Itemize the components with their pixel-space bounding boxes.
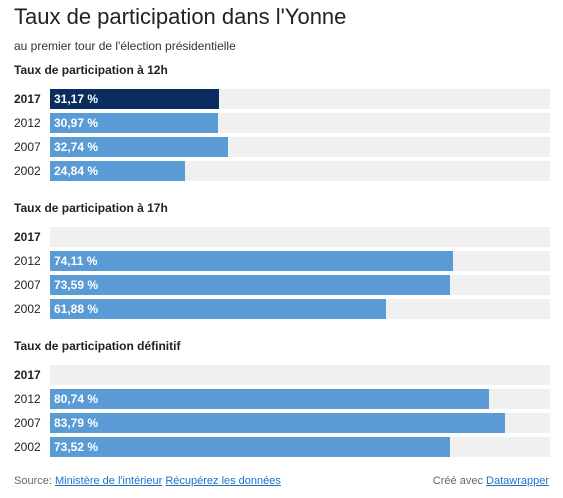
group-title: Taux de participation définitif — [14, 339, 181, 353]
bar-value-label: 73,59 % — [54, 278, 99, 292]
bar-value-label: 24,84 % — [54, 164, 99, 178]
download-data-link[interactable]: Récupérez les données — [165, 475, 281, 487]
bar-2007: 32,74 % — [50, 137, 228, 157]
bar-2002: 73,52 % — [50, 437, 450, 457]
bar-track — [50, 227, 550, 247]
bar-track: 73,59 % — [50, 275, 550, 295]
bar-value-label: 73,52 % — [54, 440, 99, 454]
bar-2007: 83,79 % — [50, 413, 505, 433]
datawrapper-link[interactable]: Datawrapper — [486, 475, 549, 487]
bar-2012: 74,11 % — [50, 251, 453, 271]
source-link[interactable]: Ministère de l'intérieur — [54, 475, 163, 487]
bar-value-label: 83,79 % — [54, 416, 99, 430]
row-label-2007: 2007 — [14, 278, 41, 292]
bar-track: 32,74 % — [50, 137, 550, 157]
source-prefix: Source: — [14, 475, 52, 487]
row-label-2012: 2012 — [14, 392, 41, 406]
row-label-2012: 2012 — [14, 254, 41, 268]
bar-2012: 80,74 % — [50, 389, 489, 409]
footer-source: Source: Ministère de l'intérieur Récupér… — [14, 475, 281, 487]
row-label-2002: 2002 — [14, 440, 41, 454]
chart-subtitle: au premier tour de l'élection présidenti… — [14, 39, 236, 53]
row-label-2017: 2017 — [14, 368, 41, 382]
bar-track: 24,84 % — [50, 161, 550, 181]
row-label-2017: 2017 — [14, 92, 41, 106]
bar-track: 31,17 % — [50, 89, 550, 109]
bar-value-label: 32,74 % — [54, 140, 99, 154]
bar-track — [50, 365, 550, 385]
row-label-2002: 2002 — [14, 164, 41, 178]
row-label-2017: 2017 — [14, 230, 41, 244]
group-title: Taux de participation à 12h — [14, 63, 168, 77]
bar-track: 74,11 % — [50, 251, 550, 271]
row-label-2012: 2012 — [14, 116, 41, 130]
bar-value-label: 31,17 % — [54, 92, 99, 106]
group-title: Taux de participation à 17h — [14, 201, 168, 215]
bar-value-label: 74,11 % — [54, 254, 98, 268]
row-label-2002: 2002 — [14, 302, 41, 316]
bar-2012: 30,97 % — [50, 113, 218, 133]
row-label-2007: 2007 — [14, 140, 41, 154]
made-with-label: Créé avec — [432, 475, 483, 487]
bar-value-label: 61,88 % — [54, 302, 99, 316]
bar-2002: 24,84 % — [50, 161, 185, 181]
bar-track: 30,97 % — [50, 113, 550, 133]
row-label-2007: 2007 — [14, 416, 41, 430]
bar-track: 83,79 % — [50, 413, 550, 433]
bar-track: 61,88 % — [50, 299, 550, 319]
bar-2002: 61,88 % — [50, 299, 386, 319]
footer-credit: Créé avec Datawrapper — [433, 475, 549, 487]
bar-track: 80,74 % — [50, 389, 550, 409]
bar-value-label: 30,97 % — [54, 116, 99, 130]
bar-value-label: 80,74 % — [54, 392, 99, 406]
bar-track: 73,52 % — [50, 437, 550, 457]
chart-title: Taux de participation dans l'Yonne — [14, 4, 347, 29]
bar-2007: 73,59 % — [50, 275, 450, 295]
bar-2017: 31,17 % — [50, 89, 219, 109]
